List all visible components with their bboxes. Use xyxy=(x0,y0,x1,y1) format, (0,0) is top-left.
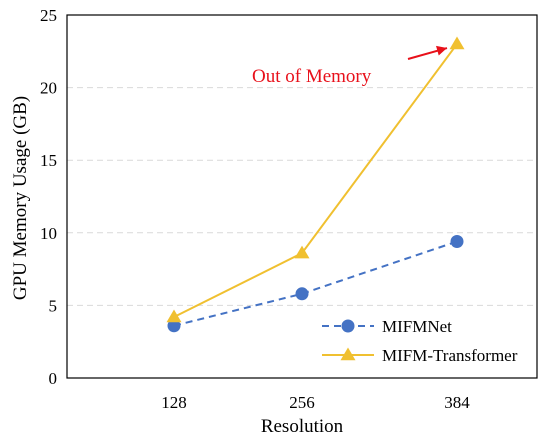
series xyxy=(166,36,465,333)
gridlines xyxy=(67,14,537,306)
y-tick-label: 5 xyxy=(49,296,58,315)
annotation-arrowhead xyxy=(436,45,447,56)
series-line-1 xyxy=(173,240,458,327)
y-tick-label: 10 xyxy=(40,224,57,243)
plot-border xyxy=(66,14,538,379)
data-point xyxy=(295,287,309,301)
x-axis-title: Resolution xyxy=(261,416,344,437)
y-tick-label: 0 xyxy=(49,369,58,388)
x-tick-label: 128 xyxy=(161,393,187,412)
data-point xyxy=(166,309,182,323)
y-tick-label: 15 xyxy=(40,151,57,170)
data-point xyxy=(294,245,310,259)
legend-label: MIFM-Transformer xyxy=(382,346,518,365)
data-point xyxy=(450,235,464,249)
x-tick-label: 256 xyxy=(289,393,315,412)
legend-marker xyxy=(340,347,356,361)
data-point xyxy=(167,319,181,333)
y-tick-label: 25 xyxy=(40,6,57,25)
data-point xyxy=(449,36,465,50)
legend-label: MIFMNet xyxy=(382,317,452,336)
y-axis-title: GPU Memory Usage (GB) xyxy=(10,96,31,300)
annotation: Out of Memory xyxy=(252,45,448,87)
annotation-text: Out of Memory xyxy=(252,66,372,87)
x-tick-label: 384 xyxy=(444,393,470,412)
axes: 0 5 10 15 20 25 128 256 384 xyxy=(40,6,538,412)
y-tick-label: 20 xyxy=(40,79,57,98)
legend-marker xyxy=(341,319,355,333)
legend: MIFMNet MIFM-Transformer xyxy=(322,317,518,365)
